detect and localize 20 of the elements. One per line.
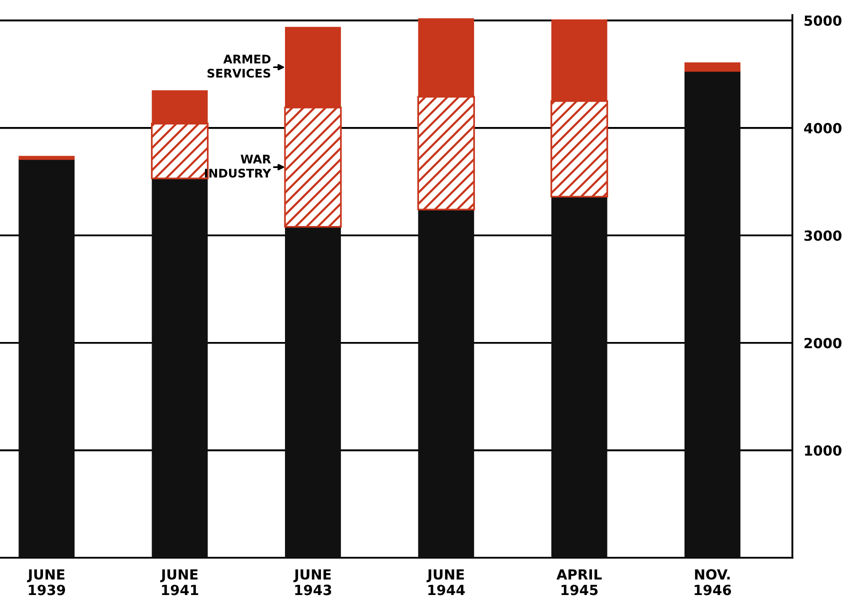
bar	[18, 156, 75, 160]
x-tick-label: APRIL 1945	[556, 569, 602, 596]
x-tick-label: JUNE 1943	[293, 569, 332, 596]
x-tick-label: NOV. 1946	[694, 569, 732, 596]
y-tick-label: 5000	[804, 15, 842, 26]
series-label: ARMED SERVICES	[208, 54, 270, 78]
x-tick-label: JUNE 1939	[27, 569, 66, 596]
y-tick-label: 2000	[804, 338, 842, 348]
x-tick-label: JUNE 1941	[160, 569, 198, 596]
bar	[684, 62, 740, 71]
bar	[551, 196, 608, 558]
bar	[18, 159, 75, 558]
x-tick-label: JUNE 1944	[426, 569, 465, 596]
bar	[284, 226, 341, 558]
bar	[152, 178, 208, 558]
y-tick-label: 3000	[804, 230, 842, 241]
y-tick-label: 1000	[805, 445, 842, 456]
bar	[684, 70, 740, 558]
bar	[418, 210, 474, 558]
y-tick-label: 4000	[804, 122, 842, 134]
